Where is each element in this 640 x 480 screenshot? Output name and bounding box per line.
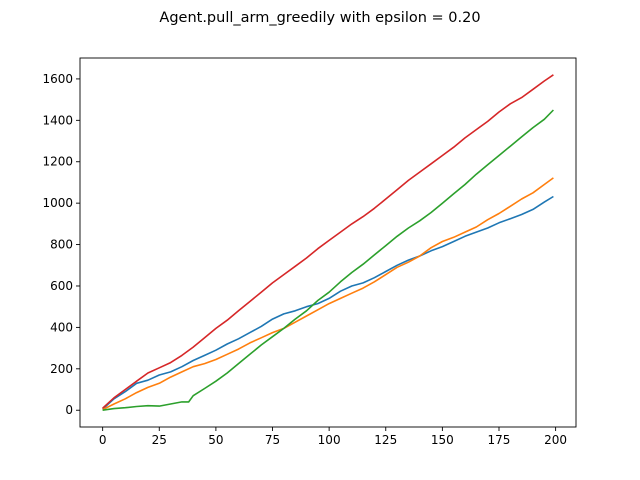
x-tick-label: 175 [488,433,511,447]
y-tick-label: 1400 [42,113,73,127]
y-tick-label: 400 [50,320,73,334]
y-tick-label: 800 [50,238,73,252]
y-tick-label: 0 [65,403,73,417]
y-tick-label: 200 [50,362,73,376]
x-tick-label: 100 [318,433,341,447]
y-tick-label: 1600 [42,72,73,86]
series-line-2 [102,177,554,411]
x-tick-label: 125 [374,433,397,447]
x-tick-label: 50 [208,433,223,447]
x-tick-label: 200 [544,433,567,447]
plot-area: 0 25 50 75 100 125 150 175 200 0 200 400 600 800 1000 1… [42,57,577,447]
axes-frame [79,57,577,428]
series-line-1 [102,195,554,410]
series-line-3 [102,109,554,411]
x-tick-label: 25 [152,433,167,447]
x-tick-label: 75 [265,433,280,447]
y-tick-label: 600 [50,279,73,293]
series-line-4 [102,74,554,409]
y-tick-label: 1200 [42,155,73,169]
x-tick-label: 150 [431,433,454,447]
x-tick-label: 0 [99,433,107,447]
chart-title: Agent.pull_arm_greedily with epsilon = 0… [159,10,480,26]
y-tick-label: 1000 [42,196,73,210]
